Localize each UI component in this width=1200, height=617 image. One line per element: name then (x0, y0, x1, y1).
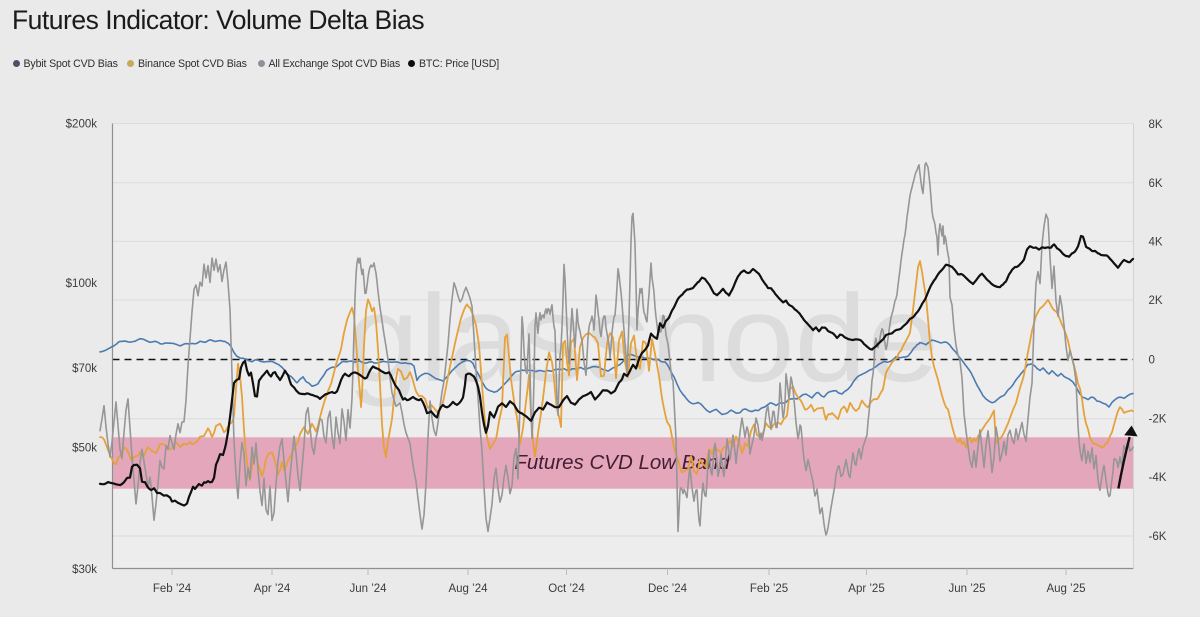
svg-text:$70k: $70k (72, 363, 97, 375)
svg-text:Feb ’24: Feb ’24 (153, 583, 192, 595)
svg-text:6K: 6K (1149, 178, 1163, 190)
svg-text:Aug ’25: Aug ’25 (1046, 583, 1085, 595)
svg-text:Apr ’25: Apr ’25 (848, 583, 884, 595)
svg-text:-6K: -6K (1149, 531, 1167, 543)
svg-text:Apr ’24: Apr ’24 (254, 583, 291, 595)
svg-text:$100k: $100k (66, 278, 98, 290)
svg-text:$30k: $30k (72, 564, 97, 576)
svg-text:Jun ’25: Jun ’25 (948, 583, 985, 595)
svg-text:4K: 4K (1149, 236, 1163, 248)
svg-text:Oct ’24: Oct ’24 (548, 583, 585, 595)
svg-text:8K: 8K (1149, 119, 1163, 131)
svg-text:-2K: -2K (1149, 414, 1167, 426)
svg-text:$200k: $200k (66, 119, 98, 131)
svg-text:Feb ’25: Feb ’25 (750, 583, 788, 595)
svg-text:0: 0 (1149, 354, 1155, 366)
svg-text:Jun ’24: Jun ’24 (349, 583, 387, 595)
svg-text:Dec ’24: Dec ’24 (648, 583, 688, 595)
svg-text:Aug ’24: Aug ’24 (448, 583, 488, 595)
svg-text:2K: 2K (1149, 295, 1163, 307)
svg-text:-4K: -4K (1149, 472, 1167, 484)
svg-text:$50k: $50k (72, 443, 97, 455)
